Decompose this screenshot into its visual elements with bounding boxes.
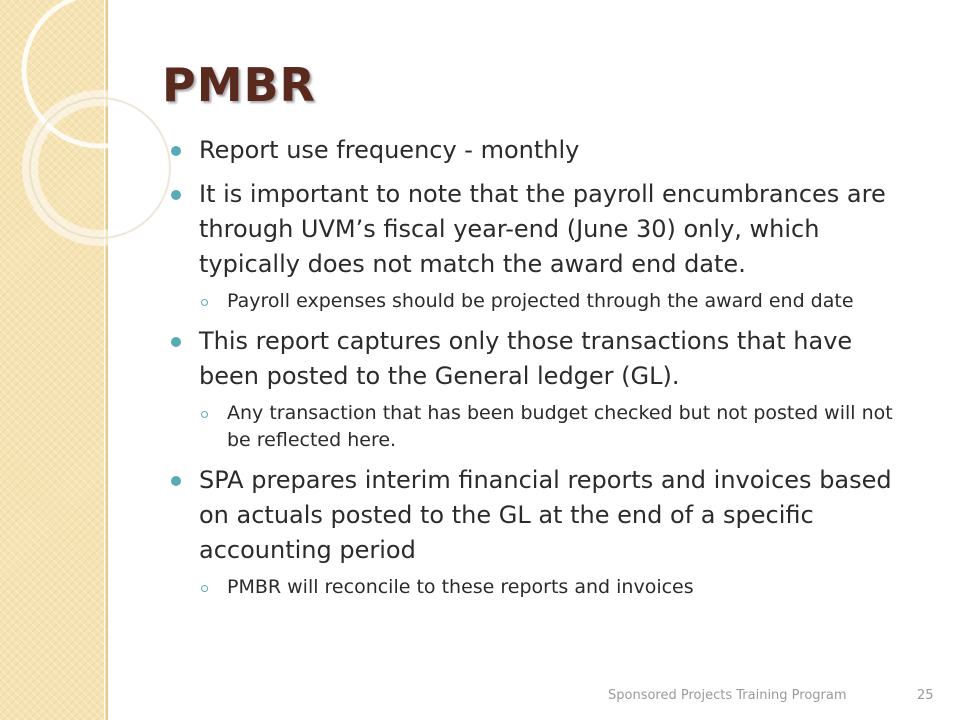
sub-bullet-list: PMBR will reconcile to these reports and… xyxy=(199,574,910,601)
sub-bullet-list: Payroll expenses should be projected thr… xyxy=(199,288,910,315)
sub-bullet-text: Any transaction that has been budget che… xyxy=(227,402,893,451)
sub-bullet-ring-icon xyxy=(201,411,208,418)
sub-bullet-item: Any transaction that has been budget che… xyxy=(199,400,910,454)
slide-footer: Sponsored Projects Training Program xyxy=(608,688,847,703)
side-panel-edge xyxy=(106,0,108,720)
side-panel-highlight xyxy=(104,0,105,720)
sub-bullet-ring-icon xyxy=(201,299,208,306)
bullet-text: SPA prepares interim financial reports a… xyxy=(199,466,892,564)
bullet-dot-icon xyxy=(171,190,181,200)
bullet-item: Report use frequency - monthly xyxy=(165,133,910,168)
sub-bullet-text: Payroll expenses should be projected thr… xyxy=(227,290,854,312)
slide-title: PMBR xyxy=(162,58,316,112)
bullet-dot-icon xyxy=(171,337,181,347)
sub-bullet-item: Payroll expenses should be projected thr… xyxy=(199,288,910,315)
bullet-dot-icon xyxy=(171,476,181,486)
sub-bullet-item: PMBR will reconcile to these reports and… xyxy=(199,574,910,601)
bullet-item: It is important to note that the payroll… xyxy=(165,177,910,315)
bullet-text: This report captures only those transact… xyxy=(199,327,853,390)
page-number: 25 xyxy=(917,688,934,703)
bullet-dot-icon xyxy=(171,146,181,156)
sub-bullet-list: Any transaction that has been budget che… xyxy=(199,400,910,454)
sub-bullet-ring-icon xyxy=(201,585,208,592)
bullet-list: Report use frequency - monthly It is imp… xyxy=(165,133,910,601)
slide-content: Report use frequency - monthly It is imp… xyxy=(165,133,910,610)
decorative-circles xyxy=(21,0,179,246)
bullet-text: Report use frequency - monthly xyxy=(199,136,580,164)
bullet-item: SPA prepares interim financial reports a… xyxy=(165,463,910,601)
bullet-item: This report captures only those transact… xyxy=(165,324,910,454)
bullet-text: It is important to note that the payroll… xyxy=(199,180,886,278)
sub-bullet-text: PMBR will reconcile to these reports and… xyxy=(227,576,694,598)
